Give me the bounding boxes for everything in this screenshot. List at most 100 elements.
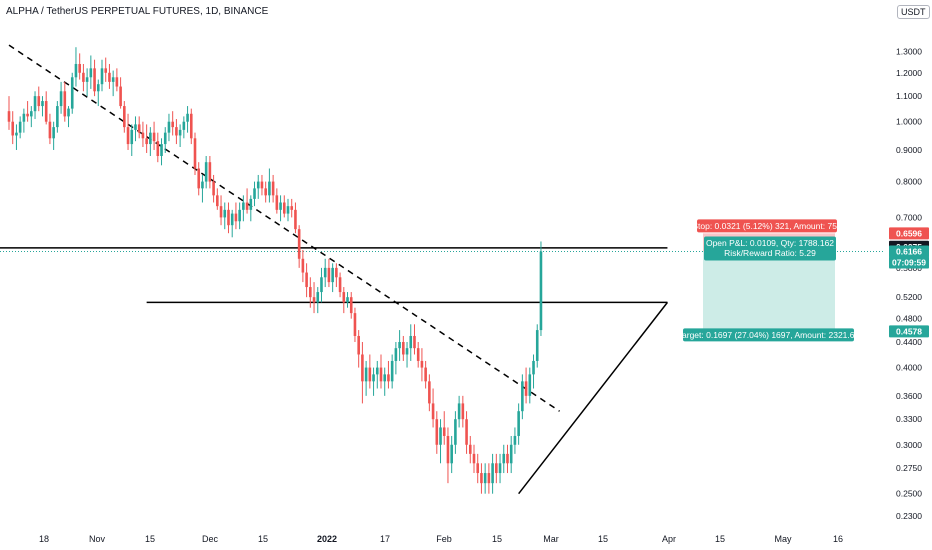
- stop-label: Stop: 0.0321 (5.12%) 321, Amount: 750: [692, 221, 842, 231]
- candle-body: [476, 463, 480, 474]
- candle-body: [208, 162, 212, 182]
- candle-body: [41, 101, 44, 107]
- candle-body: [517, 411, 520, 436]
- candle-body: [59, 91, 63, 107]
- candle-body: [309, 287, 312, 298]
- candle-body: [216, 195, 219, 207]
- candle-body: [539, 251, 543, 331]
- y-tick-label: 0.4800: [896, 314, 922, 324]
- candle-body: [331, 267, 334, 283]
- x-tick-label: Apr: [662, 534, 676, 544]
- y-tick-label: 1.3000: [896, 46, 922, 56]
- candle-body: [413, 335, 416, 349]
- candle-body: [70, 77, 74, 109]
- candle-body: [152, 132, 156, 142]
- price-tag: 0.4578: [896, 326, 922, 336]
- candle-body: [424, 367, 427, 382]
- candle-body: [450, 444, 453, 464]
- candle-body: [398, 342, 401, 349]
- candle-body: [286, 206, 290, 214]
- y-tick-label: 0.7000: [896, 212, 922, 222]
- candle-body: [342, 292, 346, 303]
- x-tick-label: 15: [258, 534, 268, 544]
- y-tick-label: 0.4000: [896, 363, 922, 373]
- candle-body: [145, 138, 148, 145]
- candle-body: [253, 188, 256, 199]
- candle-body: [219, 206, 223, 218]
- candle-body: [37, 96, 41, 107]
- candle-body: [528, 374, 532, 396]
- candle-body: [89, 68, 93, 78]
- candle-body: [163, 132, 167, 145]
- y-tick-label: 1.0000: [896, 117, 922, 127]
- candle-body: [11, 121, 15, 136]
- y-tick-label: 1.2000: [896, 68, 922, 78]
- candle-body: [495, 463, 498, 474]
- candle-body: [282, 202, 286, 214]
- candle-body: [346, 297, 349, 303]
- candle-body: [182, 121, 186, 130]
- candle-body: [227, 209, 230, 226]
- candle-body: [74, 63, 78, 78]
- candle-body: [204, 162, 208, 182]
- candle-body: [465, 419, 468, 445]
- candle-body: [320, 277, 323, 293]
- currency-button[interactable]: USDT: [897, 5, 930, 19]
- y-tick-label: 0.3000: [896, 440, 922, 450]
- candle-body: [119, 86, 122, 107]
- x-tick-label: May: [774, 534, 792, 544]
- candle-body: [428, 381, 431, 404]
- candle-body: [513, 435, 517, 445]
- candle-body: [245, 202, 249, 210]
- price-tag: 07:09:59: [892, 257, 926, 267]
- candle-body: [442, 427, 446, 436]
- candle-body: [335, 267, 338, 278]
- candle-body: [454, 419, 457, 445]
- candle-body: [409, 335, 413, 349]
- candle-body: [197, 168, 201, 189]
- x-tick-label: Feb: [436, 534, 452, 544]
- target-zone: [703, 251, 835, 332]
- chart-title: ALPHA / TetherUS PERPETUAL FUTURES, 1D, …: [6, 6, 269, 17]
- candle-body: [111, 77, 115, 82]
- candle-body: [502, 453, 506, 464]
- price-axis: 1.3000 1.2000 1.1000 1.0000 0.9000 0.8000 0.70…: [896, 46, 922, 521]
- candle-body: [327, 267, 331, 283]
- ascending-trendline: [518, 301, 669, 495]
- candle-body: [390, 360, 394, 382]
- candle-body: [130, 129, 134, 145]
- candle-body: [7, 111, 11, 122]
- candle-body: [461, 403, 465, 420]
- candle-body: [67, 108, 70, 117]
- price-tag: 0.6596: [896, 228, 922, 238]
- candle-body: [535, 330, 539, 361]
- candle-body: [156, 141, 160, 157]
- candle-body: [123, 106, 126, 128]
- rr-label: Risk/Reward Ratio: 5.29: [724, 248, 816, 258]
- candle-body: [22, 113, 26, 122]
- candle-body: [30, 111, 33, 117]
- candle-body: [439, 427, 442, 445]
- candle-body: [264, 188, 267, 196]
- candle-body: [15, 132, 18, 136]
- candle-body: [521, 381, 524, 412]
- candle-body: [524, 381, 528, 396]
- candle-body: [108, 72, 111, 82]
- candle-body: [249, 198, 253, 210]
- y-tick-label: 0.8000: [896, 177, 922, 187]
- candle-body: [193, 138, 197, 169]
- candle-body: [498, 463, 502, 474]
- x-tick-label: Nov: [89, 534, 106, 544]
- price-tag-box: [889, 256, 929, 269]
- target-label-box: [683, 328, 854, 342]
- candle-body: [353, 313, 357, 336]
- candle-body: [316, 292, 320, 303]
- candle-body: [338, 277, 342, 293]
- position-labels: Stop: 0.0321 (5.12%) 321, Amount: 750 Ope…: [678, 219, 860, 342]
- candle-body: [171, 121, 174, 128]
- candle-body: [472, 453, 476, 464]
- x-tick-label: Mar: [543, 534, 559, 544]
- candle-body: [297, 229, 301, 259]
- candle-body: [431, 403, 435, 420]
